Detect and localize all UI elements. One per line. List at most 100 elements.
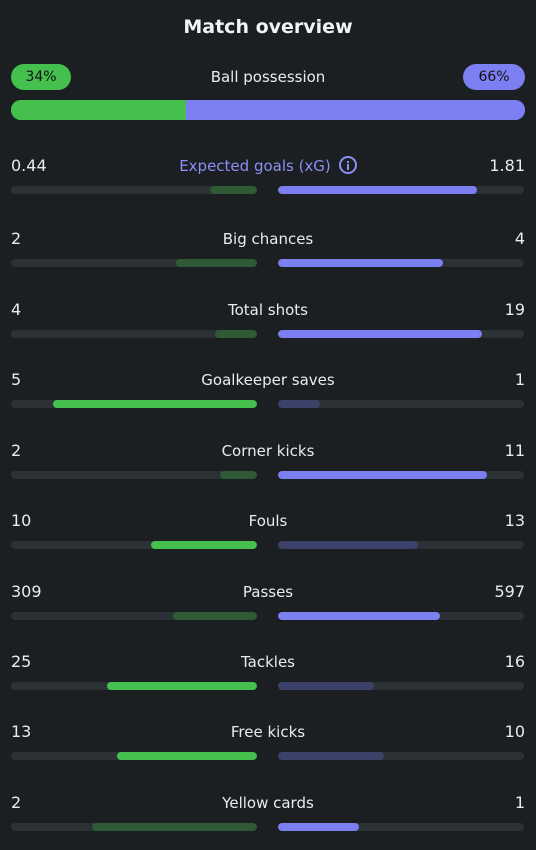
home-bar-track [11, 330, 257, 338]
home-value: 2 [11, 793, 22, 812]
away-bar-track [278, 541, 524, 549]
home-bar-track [11, 186, 257, 194]
away-bar-fill [278, 259, 443, 267]
home-bar-fill [116, 752, 257, 760]
home-bar-fill [215, 330, 257, 338]
stat-label-text: Big chances [222, 230, 314, 248]
away-bar-fill [278, 612, 441, 620]
away-bar-fill [278, 330, 483, 338]
stat-label: Passes [11, 581, 525, 603]
away-bar-fill [278, 400, 320, 408]
stat-label-text: Tackles [240, 653, 296, 671]
possession-label: Ball possession [210, 68, 326, 86]
stat-label: Yellow cards [11, 792, 525, 814]
home-bar-track [11, 541, 257, 549]
home-bar-track [11, 471, 257, 479]
home-bar-fill [175, 259, 257, 267]
away-value: 10 [504, 722, 525, 741]
home-bar-track [11, 823, 257, 831]
home-possession-badge: 34% [11, 64, 71, 90]
home-bar-track [11, 259, 257, 267]
stat-row: 10 Fouls 13 [11, 510, 525, 554]
stat-label-text: Goalkeeper saves [201, 371, 335, 389]
stat-label: Tackles [11, 651, 525, 673]
stat-label: Big chances [11, 228, 525, 250]
stat-row: 5 Goalkeeper saves 1 [11, 369, 525, 413]
stat-row: 25 Tackles 16 [11, 651, 525, 695]
info-icon[interactable] [338, 156, 357, 174]
away-value: 1 [514, 793, 525, 812]
away-bar-track [278, 259, 524, 267]
home-value: 2 [11, 229, 22, 248]
stat-row: 13 Free kicks 10 [11, 721, 525, 765]
away-bar-track [278, 752, 524, 760]
home-bar-track [11, 682, 257, 690]
home-value: 4 [11, 300, 22, 319]
away-bar-fill [278, 541, 419, 549]
away-value: 19 [504, 300, 525, 319]
stat-row: 0.44 Expected goals (xG) 1.81 [11, 155, 525, 199]
stat-label-text: Yellow cards [222, 794, 314, 812]
home-bar-fill [92, 823, 257, 831]
home-bar-track [11, 612, 257, 620]
home-possession-fill [11, 100, 186, 120]
away-possession-fill [185, 100, 525, 120]
stat-label: Total shots [11, 299, 525, 321]
away-value: 1 [514, 370, 525, 389]
stat-label-text: Total shots [228, 301, 308, 319]
stat-label-text: Expected goals (xG) [179, 157, 331, 175]
away-value: 16 [504, 652, 525, 671]
stat-label: Corner kicks [11, 440, 525, 462]
home-bar-fill [106, 682, 257, 690]
away-value: 1.81 [489, 156, 525, 175]
stat-row: 2 Yellow cards 1 [11, 792, 525, 836]
home-value: 13 [11, 722, 32, 741]
away-possession-badge: 66% [463, 64, 525, 90]
panel-title: Match overview [183, 16, 353, 38]
home-bar-fill [52, 400, 257, 408]
stat-label: Free kicks [11, 721, 525, 743]
home-value: 0.44 [11, 156, 47, 175]
stat-label-text: Corner kicks [221, 442, 315, 460]
home-bar-fill [151, 541, 257, 549]
away-bar-fill [278, 471, 488, 479]
stat-row: 2 Corner kicks 11 [11, 440, 525, 484]
stat-row: 309 Passes 597 [11, 581, 525, 625]
home-value: 5 [11, 370, 22, 389]
stat-label-text: Fouls [248, 512, 288, 530]
home-value: 25 [11, 652, 32, 671]
stat-label: Goalkeeper saves [11, 369, 525, 391]
away-bar-track [278, 823, 524, 831]
home-bar-track [11, 400, 257, 408]
home-value: 10 [11, 511, 32, 530]
home-bar-fill [220, 471, 257, 479]
stat-label[interactable]: Expected goals (xG) [11, 155, 525, 177]
away-value: 11 [504, 441, 525, 460]
away-bar-fill [278, 682, 374, 690]
stat-label-text: Free kicks [230, 723, 306, 741]
home-bar-fill [173, 612, 257, 620]
stat-label-text: Passes [242, 583, 294, 601]
away-bar-track [278, 471, 524, 479]
away-bar-fill [278, 186, 478, 194]
stat-row: 4 Total shots 19 [11, 299, 525, 343]
possession-block: 34% Ball possession 66% [11, 64, 525, 122]
away-bar-track [278, 682, 524, 690]
home-bar-fill [210, 186, 257, 194]
away-value: 13 [504, 511, 525, 530]
home-bar-track [11, 752, 257, 760]
home-value: 309 [11, 582, 42, 601]
away-value: 4 [514, 229, 525, 248]
stat-row: 2 Big chances 4 [11, 228, 525, 272]
away-bar-track [278, 612, 524, 620]
away-bar-fill [278, 823, 360, 831]
away-bar-track [278, 186, 524, 194]
home-value: 2 [11, 441, 22, 460]
away-bar-track [278, 400, 524, 408]
away-bar-track [278, 330, 524, 338]
stat-label: Fouls [11, 510, 525, 532]
away-bar-fill [278, 752, 384, 760]
possession-bar [11, 100, 525, 120]
away-value: 597 [494, 582, 525, 601]
